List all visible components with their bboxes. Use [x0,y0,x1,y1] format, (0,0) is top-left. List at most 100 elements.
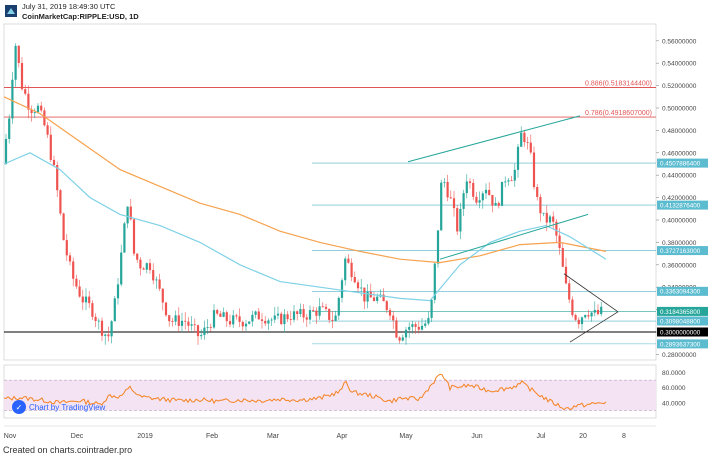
price-level-tag [657,286,708,296]
candle-body [248,321,251,324]
candle-body [302,308,305,318]
x-tick-label: Mar [267,433,280,440]
candle-body [276,313,280,316]
candle-body [40,105,43,111]
candle-body [97,320,100,322]
candle-body [350,262,353,278]
candle-body [270,319,273,321]
rsi-tick-label: 40.0000 [662,400,686,407]
candle-body [81,296,84,303]
y-tick-label: 0.46000000 [662,150,697,157]
candle-body [152,270,155,281]
candle-body [331,319,334,321]
candle-body [196,325,200,337]
candle-body [596,309,600,315]
price-level-value: 0.4132876400 [660,203,701,210]
candle-body [104,334,107,336]
candle-body [62,213,65,241]
candle-body [472,182,475,197]
candle-body [222,312,225,317]
candle-body [145,263,148,270]
y-tick-label: 0.36000000 [662,262,697,269]
price-level-tag [657,158,708,168]
candles [4,43,603,345]
candle-body [305,317,308,320]
candle-body [414,324,417,327]
candle-body [180,320,184,326]
candle-body [264,320,267,324]
candle-body [65,240,68,256]
y-tick-label: 0.28000000 [662,352,697,359]
y-tick-label: 0.38000000 [662,240,697,247]
candle-body [254,311,257,315]
candle-body [100,320,104,336]
candle-body [478,200,481,203]
candle-body [27,93,30,110]
chart-symbol: CoinMarketCap:RIPPLE:USD, 1D [22,12,139,21]
candle-body [392,315,395,321]
candle-body [504,181,507,183]
candle-body [299,308,302,315]
candle-body [260,319,264,321]
candle-body [228,321,232,325]
candle-body [238,316,241,322]
candle-body [360,287,363,289]
candle-body [177,315,180,326]
candle-body [318,306,321,316]
candle-body [116,284,120,299]
candle-body [168,315,171,322]
candle-body [430,299,433,318]
candle-body [510,180,513,182]
candle-body [113,298,116,322]
candle-body [107,334,110,337]
price-level-value: 0.3184365800 [660,309,701,316]
candle-body [356,282,360,289]
candle-body [398,337,401,341]
candle-body [59,190,62,214]
candle-body [337,297,340,316]
footer-credit: Created on charts.cointrader.pro [3,445,133,455]
candle-body [312,310,315,311]
candle-body [232,315,235,325]
candle-body [376,296,379,301]
tradingview-logo-icon [5,4,17,17]
price-pane [3,23,657,361]
candle-body [251,314,254,322]
x-tick-label: 2019 [137,433,153,440]
candle-body [123,223,126,253]
rsi-tick-label: 80.0000 [662,370,686,377]
candle-body [395,320,398,338]
candle-body [561,247,564,267]
candle-body [468,181,472,183]
candle-body [536,187,539,197]
candle-body [216,310,219,314]
candle-body [366,291,369,302]
candle-body [411,324,414,327]
candle-body [36,105,40,113]
candle-body [558,235,561,248]
price-level-tag [657,339,708,349]
candle-body [372,297,376,301]
candle-body [587,315,590,317]
candle-body [324,306,328,309]
candle-body [401,337,404,341]
candle-body [593,309,596,313]
candle-body [465,181,468,194]
price-level-value: 0.3098048800 [660,318,701,325]
candle-body [129,206,132,220]
triangle-lower-line [569,311,619,343]
candle-body [11,79,14,119]
candle-body [56,165,59,191]
candle-body [212,310,216,328]
candle-body [459,208,462,232]
tradingview-watermark[interactable]: ✓ Chart by TradingView [12,400,105,414]
candle-body [132,219,136,254]
x-tick-label: May [399,433,413,440]
candle-body [120,252,123,285]
y-tick-label: 0.42000000 [662,195,697,202]
candle-body [577,319,580,325]
y-tick-label: 0.50000000 [662,106,697,113]
fib-level-label: 0.786(0.4918607000) [585,110,652,117]
candle-body [52,159,56,166]
candle-body [347,258,350,263]
